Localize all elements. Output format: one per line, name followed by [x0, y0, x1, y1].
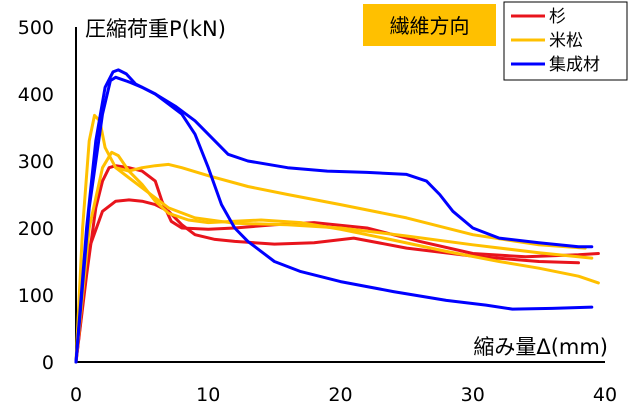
chart-title: 繊維方向 — [390, 14, 470, 38]
series-line-3-curve-2 — [74, 75, 594, 364]
series-line-3-curve-1 — [74, 68, 594, 364]
x-tick-labels: 0 10 20 30 40 — [70, 384, 617, 406]
x-tick-label: 20 — [328, 384, 352, 406]
y-tick-label: 100 — [18, 285, 54, 307]
y-axis-title: 圧縮荷重P(kN) — [85, 17, 226, 41]
legend-label: 集成材 — [549, 55, 600, 75]
y-tick-label: 0 — [42, 352, 54, 374]
x-tick-label: 30 — [461, 384, 485, 406]
legend-label: 杉 — [549, 7, 566, 27]
series-line-1-curve-2 — [74, 198, 580, 364]
series-line-2-curve-2 — [74, 150, 600, 364]
y-tick-label: 200 — [18, 218, 54, 240]
x-axis-title: 縮み量Δ(mm) — [473, 335, 608, 359]
series-line-1-curve-1 — [74, 164, 600, 364]
x-tick-label: 10 — [196, 384, 220, 406]
y-tick-label: 300 — [18, 151, 54, 173]
title-badge — [363, 4, 496, 46]
y-tick-label: 400 — [18, 84, 54, 106]
x-tick-label: 0 — [70, 384, 82, 406]
x-tick-label: 40 — [593, 384, 617, 406]
y-tick-labels: 0 100 200 300 400 500 — [18, 17, 54, 374]
series-layer — [74, 68, 600, 364]
series-line-2-curve-3 — [114, 166, 594, 260]
legend-label: 米松 — [549, 31, 583, 51]
series-line-2-curve-1 — [74, 113, 587, 364]
y-tick-label: 500 — [18, 17, 54, 39]
